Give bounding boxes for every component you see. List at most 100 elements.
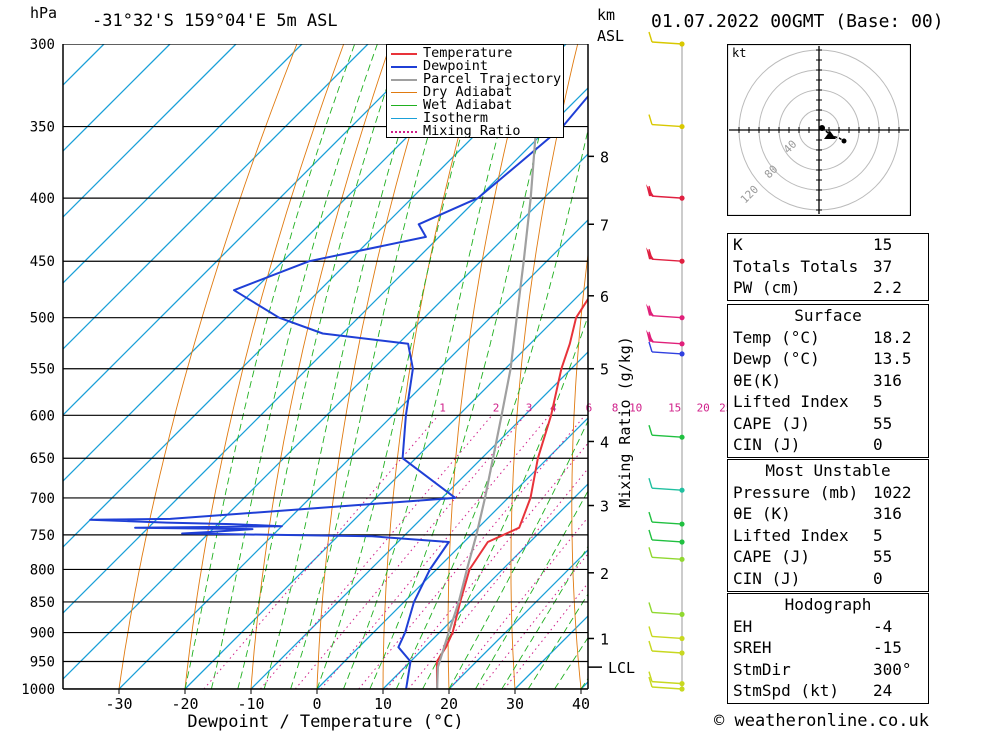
hodograph-row: SREH -15 [733,638,902,657]
barb-flag [648,529,653,541]
hodograph-row: StmSpd (kt) 24 [733,681,893,700]
pressure-tick-label: 650 [30,451,55,467]
km-tick-label: 6 [600,288,609,306]
barb-staff [651,351,683,355]
barb-staff [651,341,683,345]
dewpoint-line [89,94,588,689]
barb-point [679,41,685,47]
x-axis-label: Dewpoint / Temperature (°C) [187,712,463,732]
wind-barb [646,184,685,201]
mixing-ratio-line [203,414,439,689]
barb-flag [648,511,653,523]
pressure-tick-label: 350 [30,120,55,136]
wind-barb [646,303,685,321]
legend-dry-adiabat: Dry Adiabat [391,85,561,99]
wind-barb [646,247,685,264]
barb-flag [648,602,653,613]
barb-pennant [646,329,654,342]
wind-barb [648,31,685,47]
wet-adiabat-line [184,44,356,689]
surface-row: Lifted Index 5 [733,392,883,411]
hodograph-rings [729,46,909,214]
mixing-ratio-line [386,442,588,689]
mixing-ratio-label: 1 [439,401,446,414]
dry-adiabat-line [184,44,345,689]
most-unstable-row: Pressure (mb) 1022 [733,482,912,502]
isotherm-line [250,351,588,689]
x-tick-label: 0 [312,695,321,713]
hodograph-table: Hodograph EH -4 SREH -15 StmDir 300° StmSpd… [727,593,929,704]
legend-mixing-ratio: Mixing Ratio [391,124,561,138]
isotherm-line [118,219,588,689]
parcel-trajectory-line [436,44,554,689]
surface-row: CIN (J) 0 [733,435,883,454]
dry-adiabat-line [118,44,298,689]
barb-flag [648,626,653,637]
lcl-label: LCL [608,659,635,677]
x-tick-label: -10 [237,695,264,713]
chart-legend: Temperature Dewpoint Parcel Trajectory D… [386,44,564,138]
dry-adiabat-line [688,44,718,689]
wet-adiabat-line [527,593,588,689]
indices-table: K 15 Totals Totals 37 PW (cm) 2.2 [727,233,929,301]
pressure-tick-label: 850 [30,595,55,611]
mixing-ratio-label: 6 [586,401,593,414]
pressure-tick-label: 750 [30,528,55,544]
km-unit-label: km [597,6,616,24]
barb-flag [648,547,653,558]
most-unstable-row: CIN (J) 0 [733,568,883,588]
barb-point [679,195,685,201]
chart-axes: 3003504004505005506006507007508008509009… [21,37,635,732]
isotherm-line [63,44,303,284]
dry-adiabat-line [631,44,671,689]
x-tick-label: -20 [171,695,198,713]
storm-motion-marker [824,131,836,139]
barb-point [679,650,685,656]
km-tick-label: 5 [600,361,609,379]
barb-staff [651,680,683,685]
barb-flag [648,31,653,43]
hodograph-row: EH -4 [733,616,893,636]
barb-staff [651,539,683,543]
most-unstable-table: Most Unstable Pressure (mb) 1022 θE (K) 31… [727,459,929,592]
barb-staff [651,635,683,640]
most-unstable-row: Lifted Index 5 [733,525,883,545]
pressure-tick-label: 1000 [21,682,55,698]
barb-staff [651,487,683,491]
isotherm-line [63,153,588,680]
legend-wet-adiabat: Wet Adiabat [391,98,561,112]
pressure-tick-label: 950 [30,655,55,671]
surface-row: Dewp (°C) 13.5 [733,349,912,368]
hodograph-row: StmDir 300° [733,659,912,679]
legend-isotherm: Isotherm [391,111,561,125]
x-tick-label: -30 [105,695,132,713]
x-tick-label: 20 [440,695,458,713]
mixing-ratio-label: 8 [612,401,619,414]
mixing-ratio-label: 20 [697,401,710,414]
barb-point [679,686,685,692]
pressure-tick-label: 400 [30,191,55,207]
barb-staff [651,611,683,616]
hodograph-unit: kt [732,46,746,60]
barb-staff [651,521,683,525]
wind-barbs [646,31,685,692]
barb-staff [651,650,683,654]
asl-unit-label: ASL [597,27,625,45]
wind-barb [648,602,685,617]
legend-parcel: Parcel Trajectory [391,72,561,86]
datetime-label: 01.07.2022 00GMT (Base: 00) [651,11,944,32]
barb-point [679,487,685,493]
temperature-line [435,297,588,689]
pressure-tick-label: 500 [30,311,55,327]
mixing-ratio-label: 15 [668,401,681,414]
km-tick-label: 1 [600,630,609,648]
dry-adiabat-line [950,44,1000,689]
hodograph-trace [819,125,847,144]
mixing-ratio-label: 10 [629,401,642,414]
wind-barb [648,341,685,357]
location-label: -31°32'S 159°04'E 5m ASL [92,11,338,31]
mixing-ratio-line [408,467,588,689]
barb-flag [648,341,653,353]
barb-flag [648,640,653,652]
barb-point [679,681,685,687]
